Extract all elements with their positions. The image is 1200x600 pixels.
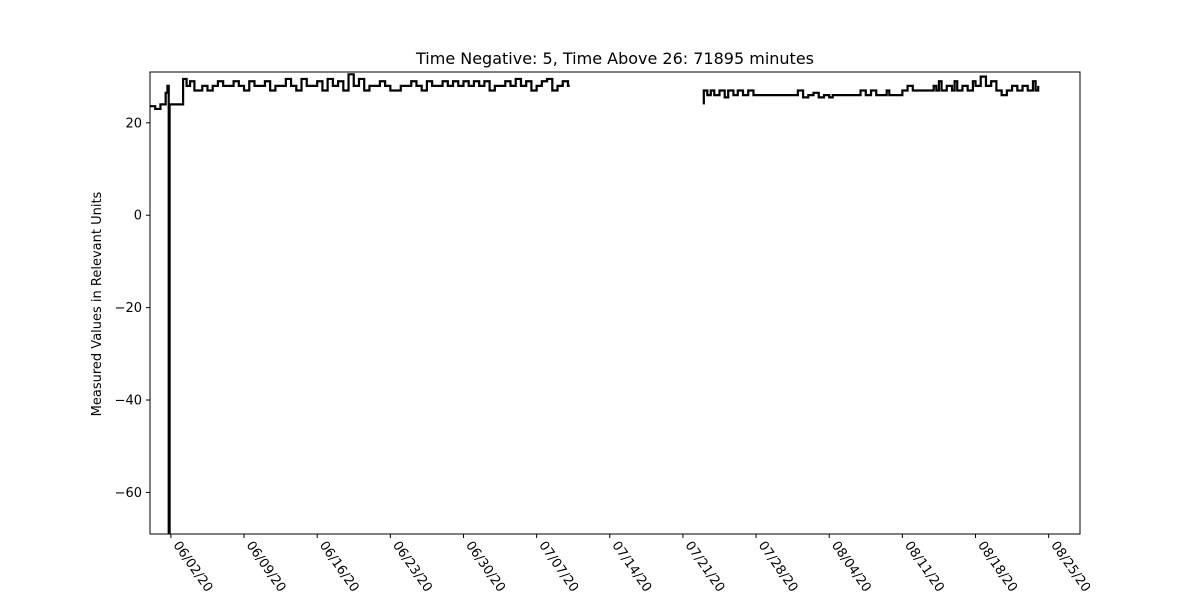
y-tick-label: 0 xyxy=(134,209,142,224)
y-tick-label: −40 xyxy=(115,394,142,409)
chart-title: Time Negative: 5, Time Above 26: 71895 m… xyxy=(415,49,814,68)
y-axis-label: Measured Values in Relevant Units xyxy=(90,191,105,416)
data-line-segment xyxy=(702,75,1040,105)
data-line-group xyxy=(150,73,1040,534)
data-line-segment xyxy=(150,73,570,534)
y-tick-label: 20 xyxy=(125,116,142,131)
y-tick-label: −60 xyxy=(115,486,142,501)
plot-frame xyxy=(149,71,1081,535)
y-axis-ticks: 20 0 −20 −40 −60 xyxy=(115,116,150,501)
y-tick-label: −20 xyxy=(115,301,142,316)
